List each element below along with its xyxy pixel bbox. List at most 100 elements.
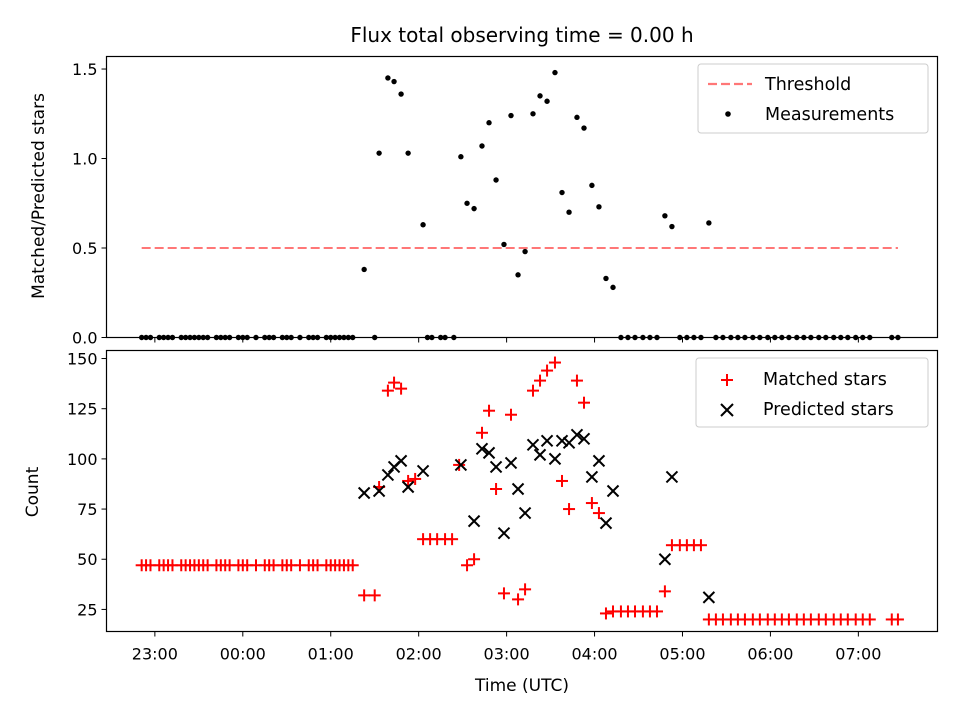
predicted-legend-swatch: [720, 403, 734, 417]
bottom-x-tick-label: 00:00: [220, 645, 266, 664]
measurement-point: [376, 150, 382, 156]
matched-legend-label: Matched stars: [763, 370, 887, 390]
matched-star-point: [505, 408, 518, 421]
measurement-point: [493, 177, 499, 183]
top-y-axis-label: Matched/Predicted stars: [29, 93, 49, 299]
predicted-star-point: [585, 470, 599, 484]
predicted-star-point: [658, 553, 672, 566]
measurement-point: [581, 125, 587, 131]
bottom-x-tick-label: 05:00: [659, 645, 705, 664]
predicted-star-point: [526, 438, 540, 452]
predicted-star-point: [381, 468, 395, 482]
measurement-point: [706, 220, 712, 226]
matched-star-point: [395, 382, 408, 395]
bottom-y-axis: 25 50 75 100 125 150: [67, 350, 107, 619]
predicted-star-point: [482, 446, 496, 460]
bottom-x-axis: 23:00 00:00 01:00 02:00 03:00 04:00 05:00 06:00…: [132, 631, 881, 664]
matched-star-point: [863, 613, 876, 626]
measurement-point: [669, 223, 675, 230]
measurement-point: [508, 112, 514, 119]
measurement-point: [589, 182, 595, 189]
matched-star-point: [556, 474, 569, 487]
matched-star-point: [446, 533, 459, 546]
predicted-star-point: [454, 458, 468, 472]
measurement-point: [662, 213, 668, 219]
measurement-point: [515, 272, 521, 278]
predicted-star-point: [570, 428, 584, 442]
matched-star-point: [497, 587, 510, 600]
matched-star-point: [548, 356, 561, 369]
matched-star-point: [409, 472, 422, 485]
measurement-point: [479, 143, 485, 149]
matched-star-point: [402, 474, 415, 487]
predicted-star-point: [511, 482, 525, 496]
matched-star-point: [388, 376, 401, 389]
bottom-y-tick-label: 125: [67, 400, 98, 419]
predicted-star-point: [548, 452, 562, 466]
predicted-star-point: [702, 591, 716, 604]
measurement-point: [596, 204, 602, 210]
predicted-star-point: [416, 464, 430, 478]
measurement-point: [537, 93, 543, 99]
measurement-point: [464, 200, 470, 206]
measurement-point: [458, 154, 464, 160]
matched-star-point: [577, 396, 590, 409]
top-y-tick-label: 1.5: [72, 60, 97, 79]
bottom-plot-area: [135, 356, 904, 626]
top-legend-box: [697, 63, 929, 134]
predicted-star-point: [394, 454, 408, 468]
matched-star-point: [694, 539, 707, 552]
matched-star-point: [519, 583, 532, 596]
bottom-y-tick-label: 150: [67, 350, 98, 369]
matched-star-point: [534, 374, 547, 387]
bottom-x-tick-label: 06:00: [747, 645, 793, 664]
matched-star-point: [490, 482, 503, 495]
top-y-axis: 0.0 0.5 1.0 1.5: [72, 60, 107, 348]
threshold-legend-label: Threshold: [764, 75, 851, 95]
measurement-point: [610, 284, 616, 291]
top-y-tick-label: 0.0: [72, 329, 97, 348]
predicted-star-point: [497, 526, 511, 540]
bottom-y-tick-label: 50: [77, 550, 97, 569]
predicted-star-point: [665, 470, 679, 484]
top-y-tick-label: 0.5: [72, 239, 97, 258]
predicted-star-point: [599, 516, 613, 530]
bottom-x-tick-label: 01:00: [308, 645, 354, 664]
top-legend: Threshold Measurements: [697, 63, 929, 134]
bottom-x-tick-label: 23:00: [132, 645, 178, 664]
predicted-star-point: [540, 434, 554, 448]
predicted-star-point: [372, 484, 386, 498]
bottom-x-tick-label: 02:00: [396, 645, 442, 664]
bottom-axes-frame: [105, 349, 939, 633]
matched-star-point: [483, 404, 496, 417]
predicted-star-point: [518, 506, 532, 520]
measurement-point: [501, 241, 507, 248]
predicted-star-point: [357, 486, 371, 500]
measurements-legend-swatch: [725, 111, 731, 117]
measurement-point: [398, 91, 404, 97]
predicted-star-point: [606, 484, 620, 498]
matched-star-point: [891, 613, 904, 626]
bottom-y-axis-label: Count: [23, 466, 43, 517]
matched-star-point: [512, 593, 525, 606]
measurements-legend-label: Measurements: [765, 105, 894, 125]
predicted-star-point: [533, 448, 547, 462]
predicted-star-point: [577, 432, 591, 446]
measurement-point: [391, 78, 397, 85]
measurement-point: [603, 275, 609, 282]
top-axes-frame: [105, 55, 939, 339]
matched-star-point: [658, 585, 671, 598]
predicted-star-point: [555, 434, 569, 448]
bottom-legend: Matched stars Predicted stars: [695, 357, 929, 428]
measurement-point: [530, 111, 536, 117]
matched-star-point: [468, 553, 481, 566]
measurement-point: [405, 150, 411, 156]
predicted-star-point: [467, 514, 481, 528]
predicted-legend-label: Predicted stars: [763, 400, 894, 420]
measurement-point: [522, 248, 528, 255]
matched-star-point: [541, 364, 554, 377]
matched-star-point: [368, 589, 381, 602]
predicted-star-point: [489, 460, 503, 474]
measurement-point: [471, 205, 477, 212]
